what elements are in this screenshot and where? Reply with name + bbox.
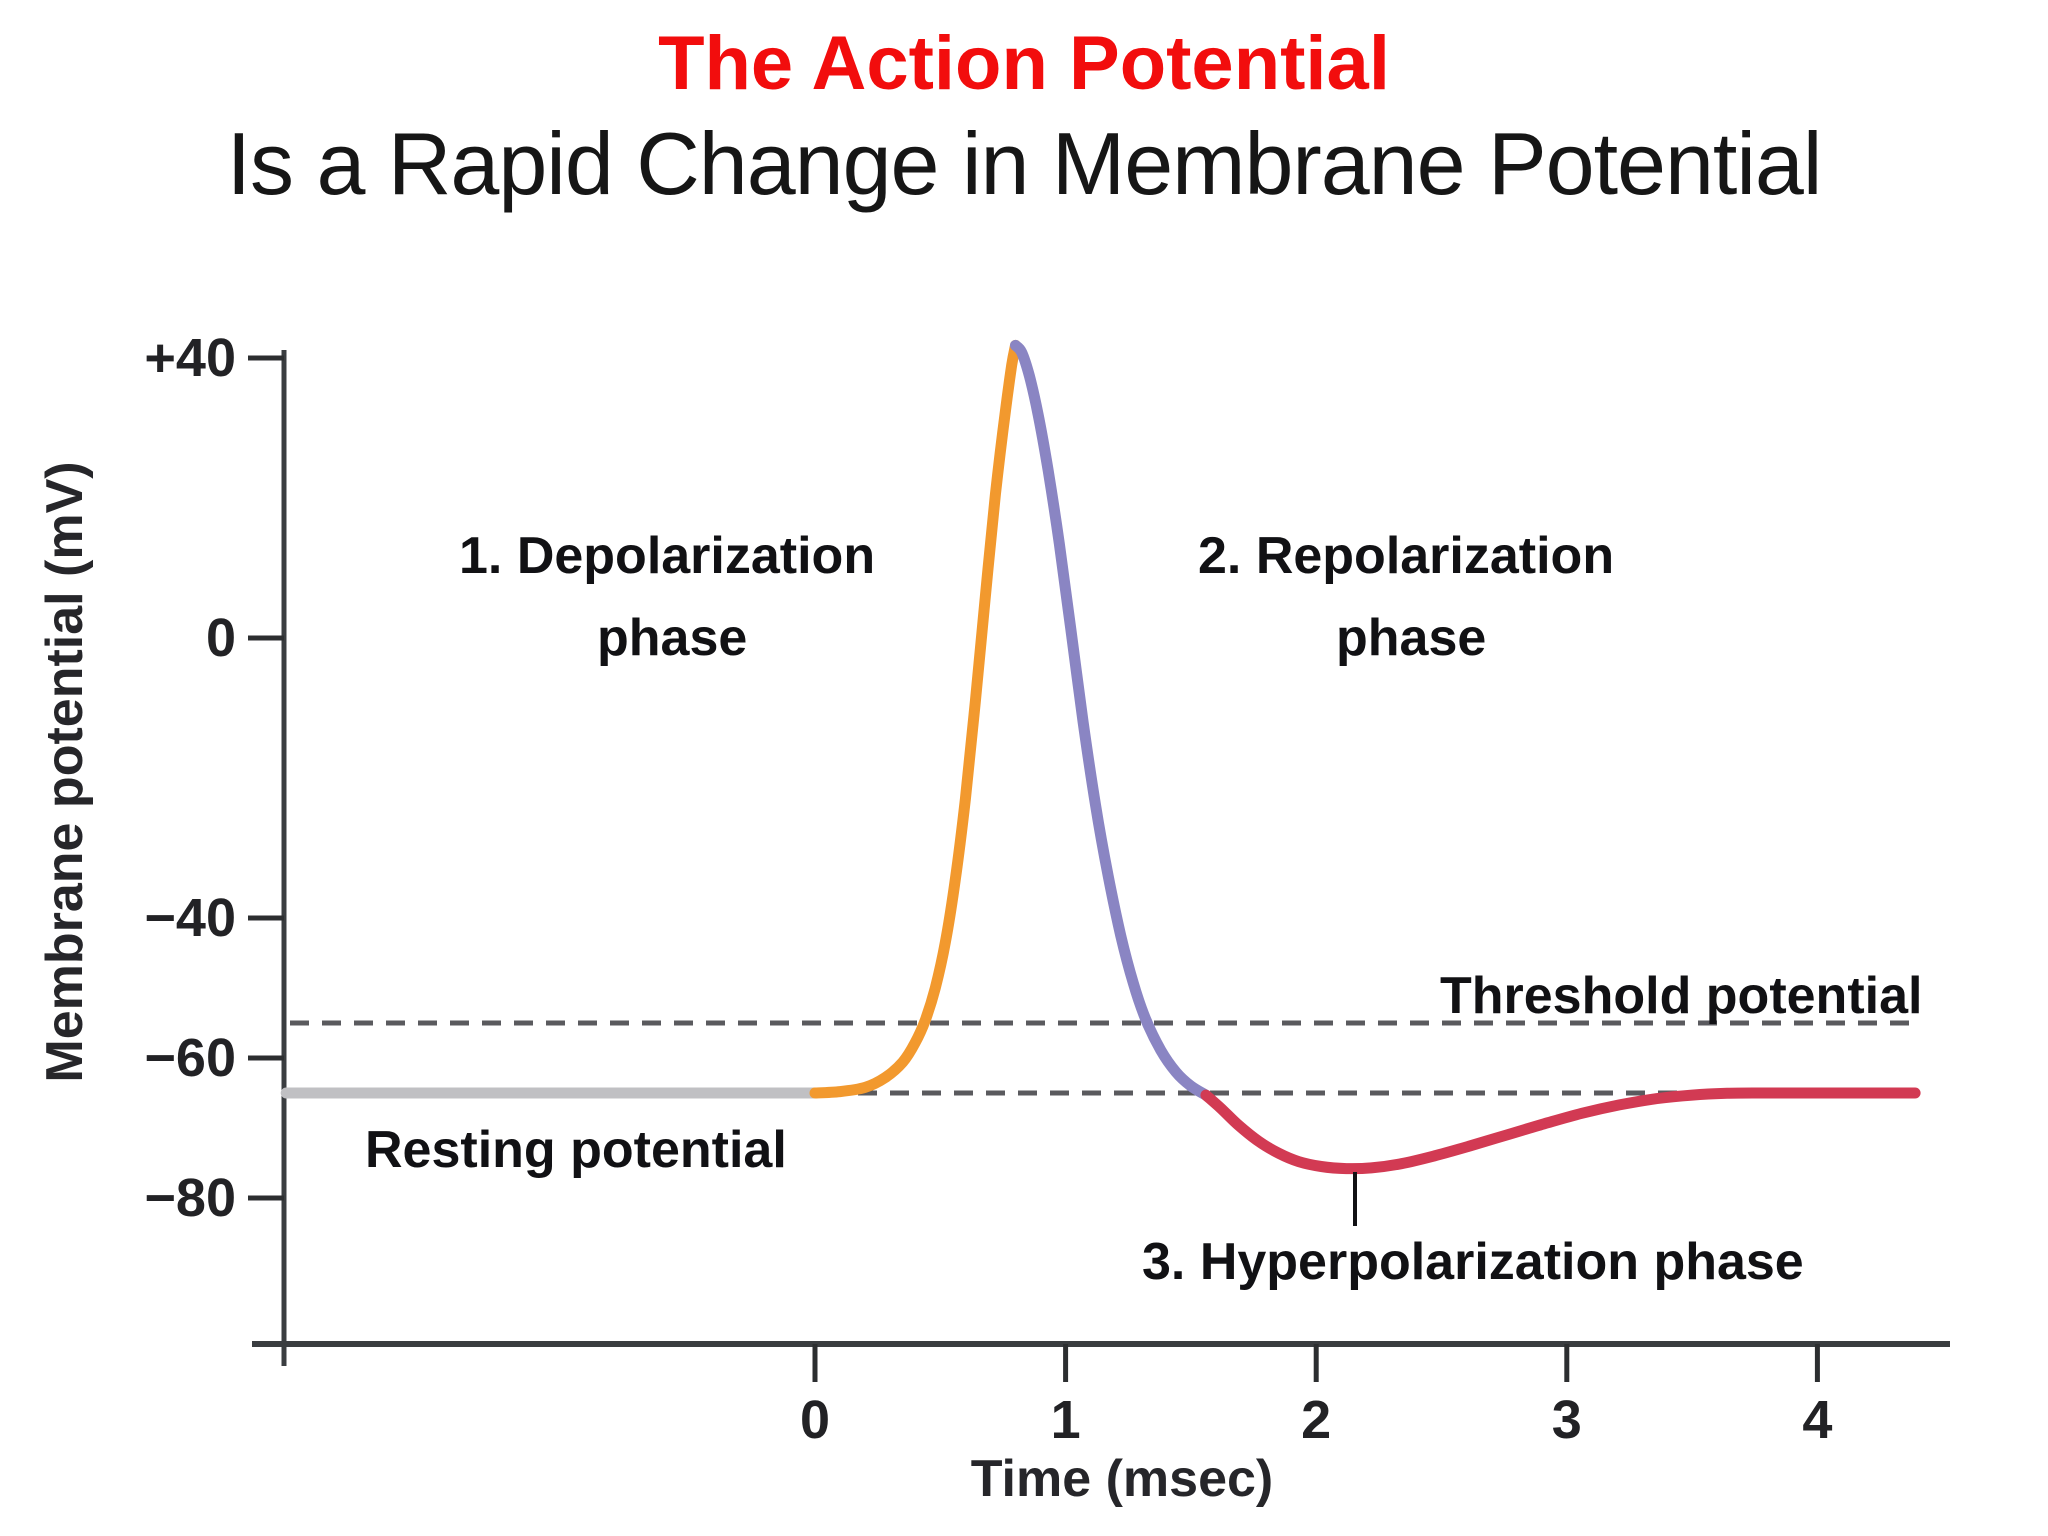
page-title: The Action Potential <box>658 21 1390 106</box>
x-axis-title: Time (msec) <box>971 1450 1274 1508</box>
depolarization-label: 1. Depolarization <box>459 527 875 585</box>
repolarization-label: 2. Repolarization <box>1198 527 1614 585</box>
y-tick-label: −80 <box>144 1168 236 1228</box>
threshold-label: Threshold potential <box>1440 967 1922 1025</box>
repolarization-label: phase <box>1336 609 1486 667</box>
x-tick-label: 2 <box>1301 1390 1331 1450</box>
curve-depolarization <box>809 339 1021 1099</box>
resting-label: Resting potential <box>365 1121 787 1179</box>
x-tick-label: 4 <box>1802 1390 1832 1450</box>
x-tick-label: 1 <box>1051 1390 1081 1450</box>
x-tick-label: 0 <box>800 1390 830 1450</box>
x-tick-label: 3 <box>1552 1390 1582 1450</box>
depolarization-label: phase <box>597 609 747 667</box>
curve-hyperpolarization <box>1200 1087 1921 1175</box>
hyperpolarization-label: 3. Hyperpolarization phase <box>1142 1233 1804 1291</box>
y-tick-label: −60 <box>144 1028 236 1088</box>
y-tick-label: 0 <box>206 608 236 668</box>
page-subtitle: Is a Rapid Change in Membrane Potential <box>226 114 1823 213</box>
y-tick-label: −40 <box>144 888 236 948</box>
curve-repolarization <box>1009 339 1212 1101</box>
y-tick-label: +40 <box>144 328 236 388</box>
y-axis-title: Membrane potential (mV) <box>36 461 94 1082</box>
